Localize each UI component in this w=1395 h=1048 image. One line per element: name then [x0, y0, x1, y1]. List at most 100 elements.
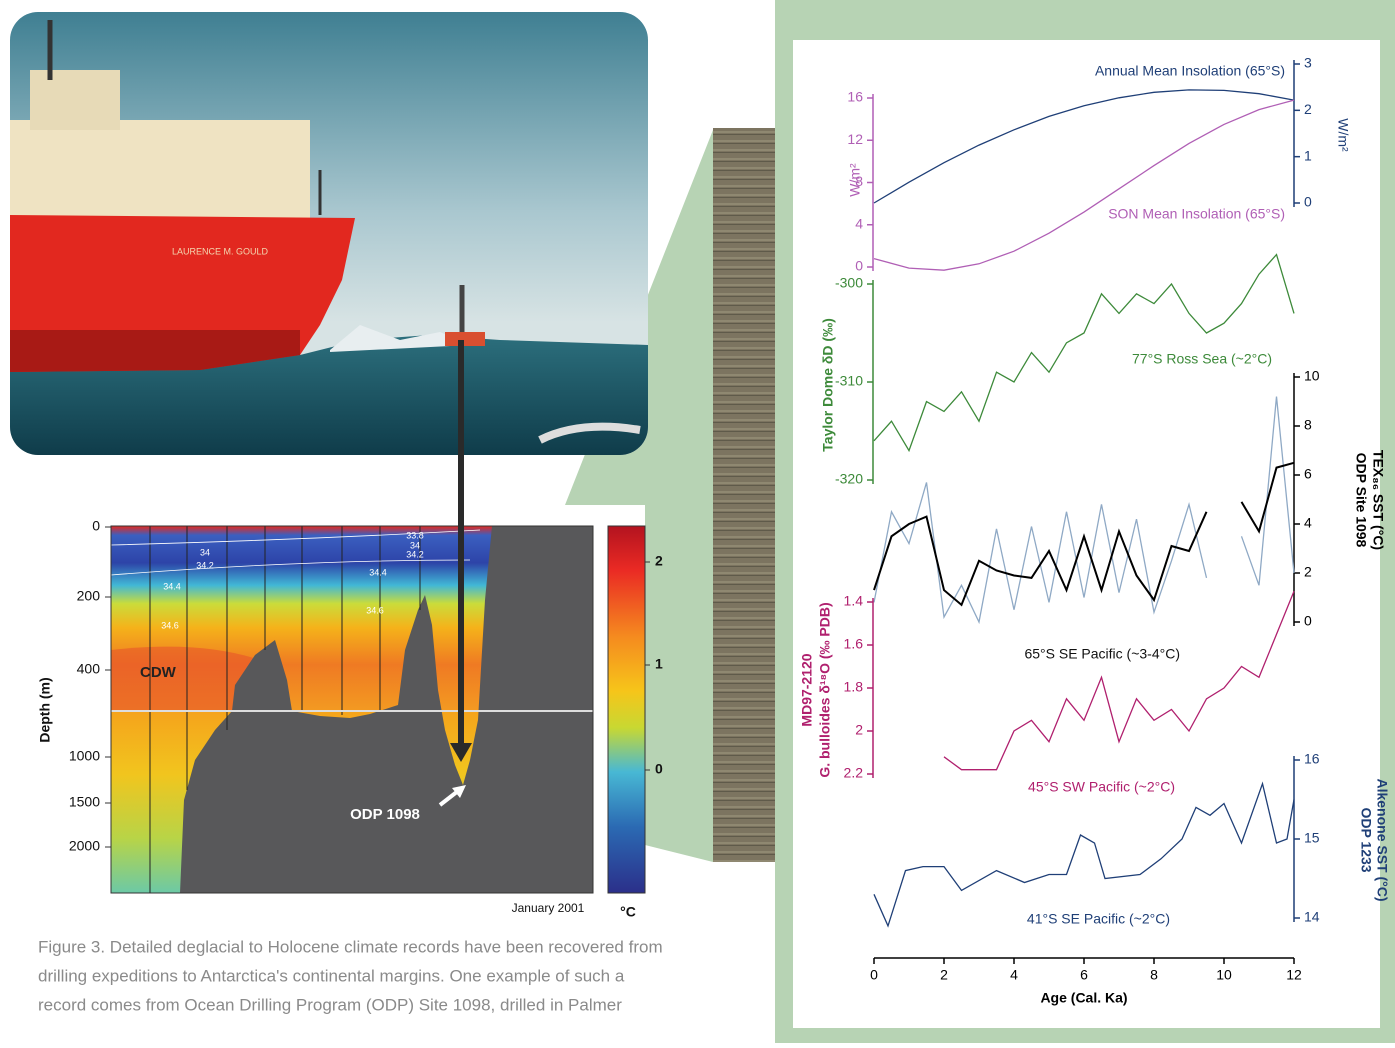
depth-tick-label: 1000 — [69, 748, 100, 764]
contour-label: 34 — [200, 547, 210, 557]
water-mass-label: CDW — [140, 664, 177, 681]
bridge — [30, 70, 120, 130]
rope — [538, 422, 641, 444]
chart-frame — [793, 40, 1380, 1028]
y-axis-label: W/m² — [1335, 118, 1351, 152]
cdw-core — [111, 646, 260, 711]
y-tick-label: -320 — [835, 471, 863, 487]
seafloor — [180, 526, 593, 893]
annotation: Annual Mean Insolation (65°S) — [1095, 63, 1285, 79]
contour-label: 34.6 — [366, 605, 384, 615]
y-axis-label: Alkenone SST (°C) — [1374, 778, 1390, 901]
colorbar-tick-label: 1 — [655, 656, 663, 672]
depth-tick-label: 1500 — [69, 794, 100, 810]
y-tick-label: -300 — [835, 275, 863, 291]
y-tick-label: 8 — [1304, 417, 1312, 433]
y-axis-label: G. bulloides δ¹⁸O (‰ PDB) — [817, 602, 833, 777]
y-tick-label: 4 — [1304, 515, 1312, 531]
contour-line — [110, 529, 481, 546]
caption-line: record comes from Ocean Drilling Program… — [38, 995, 622, 1014]
contour-label: 34.6 — [161, 620, 179, 630]
zoom-wedge — [565, 130, 713, 862]
caption-line: Figure 3. Detailed deglacial to Holocene… — [38, 937, 663, 956]
y-tick-label: 2 — [855, 722, 863, 738]
annotation: 65°S SE Pacific (~3-4°C) — [1024, 646, 1180, 662]
depth-tick-label: 2000 — [69, 838, 100, 854]
caption: Figure 3. Detailed deglacial to Holocene… — [38, 937, 663, 1014]
data-line — [873, 781, 1295, 928]
core-location-arrowhead — [450, 743, 472, 762]
y-tick-label: 2.2 — [844, 765, 864, 781]
colorbar — [607, 525, 646, 894]
colorbar-tick-label: 0 — [655, 761, 663, 777]
drill-ship — [445, 332, 485, 346]
x-tick-label: 8 — [1150, 967, 1158, 983]
annotation: SON Mean Insolation (65°S) — [1108, 206, 1285, 222]
contour-label: 34.2 — [196, 560, 214, 570]
colorbar-tick-label: 2 — [655, 553, 663, 569]
y-tick-label: 2 — [1304, 564, 1312, 580]
colorbar-unit: °C — [620, 904, 636, 920]
y-tick-label: 4 — [855, 215, 863, 231]
station-lines — [149, 526, 421, 893]
contour-label: 34.2 — [406, 549, 424, 559]
annotation: 41°S SE Pacific (~2°C) — [1027, 911, 1170, 927]
ship-photo: LAURENCE M. GOULD — [10, 12, 648, 455]
y-tick-label: 3 — [1304, 55, 1312, 71]
annotation: 77°S Ross Sea (~2°C) — [1132, 351, 1272, 367]
y-tick-label: 2 — [1304, 101, 1312, 117]
y-tick-label: 16 — [1304, 751, 1320, 767]
date-label: January 2001 — [512, 901, 585, 915]
y-tick-label: 1.4 — [844, 593, 864, 609]
depth-tick-label: 400 — [77, 661, 101, 677]
depth-tick-label: 0 — [92, 518, 100, 534]
sediment-core — [713, 128, 775, 862]
contour-label: 34.4 — [369, 567, 387, 577]
mountains — [330, 325, 470, 352]
hull-shadow — [10, 330, 300, 372]
y-tick-label: 6 — [1304, 466, 1312, 482]
y-axis-label: ODP Site 1098 — [1353, 453, 1369, 548]
y-tick-label: 16 — [847, 89, 863, 105]
y-tick-label: 1.8 — [844, 679, 864, 695]
contour-label: 34.4 — [163, 581, 181, 591]
y-tick-label: 14 — [1304, 909, 1320, 925]
y-tick-label: -310 — [835, 373, 863, 389]
y-tick-label: 0 — [1304, 194, 1312, 210]
superstructure — [10, 120, 310, 230]
site-arrowhead — [452, 785, 466, 798]
depth-tick-label: 200 — [77, 588, 101, 604]
data-line — [873, 461, 1295, 607]
x-tick-label: 4 — [1010, 967, 1018, 983]
y-axis-label: W/m² — [847, 163, 863, 197]
site-arrow — [438, 789, 460, 807]
caption-line: drilling expeditions to Antarctica's con… — [38, 966, 625, 985]
annotation: 45°S SW Pacific (~2°C) — [1028, 779, 1175, 795]
x-axis-label: Age (Cal. Ka) — [1040, 990, 1127, 1006]
data-line — [873, 89, 1295, 204]
y-axis-label: MD97-2120 — [799, 653, 815, 726]
y-tick-label: 1 — [1304, 147, 1312, 163]
contour-line — [110, 559, 471, 576]
y-tick-label: 8 — [855, 173, 863, 189]
site-label: ODP 1098 — [350, 806, 420, 823]
data-line — [943, 591, 1295, 771]
x-tick-label: 0 — [870, 967, 878, 983]
y-tick-label: 15 — [1304, 830, 1320, 846]
section-frame — [110, 525, 594, 894]
x-tick-label: 6 — [1080, 967, 1088, 983]
data-line — [873, 253, 1295, 453]
ocean-section: CDW ODP 1098 January 2001 °C Depth (m) 0… — [37, 518, 663, 920]
y-axis-label: ODP 1233 — [1358, 807, 1374, 872]
y-tick-label: 0 — [1304, 613, 1312, 629]
y-axis-label: TEX₈₆ SST (°C) — [1370, 450, 1386, 550]
y-tick-label: 12 — [847, 131, 863, 147]
y-tick-label: 10 — [1304, 368, 1320, 384]
x-tick-label: 12 — [1286, 967, 1302, 983]
x-tick-label: 10 — [1216, 967, 1232, 983]
contour-label: 33.8 — [406, 530, 424, 540]
data-line — [873, 99, 1295, 271]
y-tick-label: 1.6 — [844, 636, 864, 652]
